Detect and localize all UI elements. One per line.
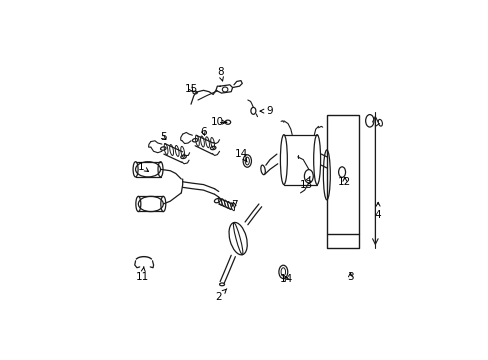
Bar [326,115,358,234]
Text: 11: 11 [136,267,149,283]
Text: 1: 1 [138,162,148,172]
Text: 8: 8 [216,67,223,81]
Text: 4: 4 [374,202,381,220]
Text: 13: 13 [299,177,312,190]
Text: 10: 10 [210,117,226,127]
Text: 15: 15 [184,84,197,94]
Text: 9: 9 [260,106,273,116]
Text: 6: 6 [200,127,206,137]
Text: 14: 14 [280,274,293,284]
Text: 12: 12 [338,177,351,187]
Text: 7: 7 [230,201,237,210]
Text: 14: 14 [235,149,248,162]
Text: 2: 2 [215,289,226,302]
Text: 5: 5 [160,132,166,143]
Text: 3: 3 [346,273,353,283]
